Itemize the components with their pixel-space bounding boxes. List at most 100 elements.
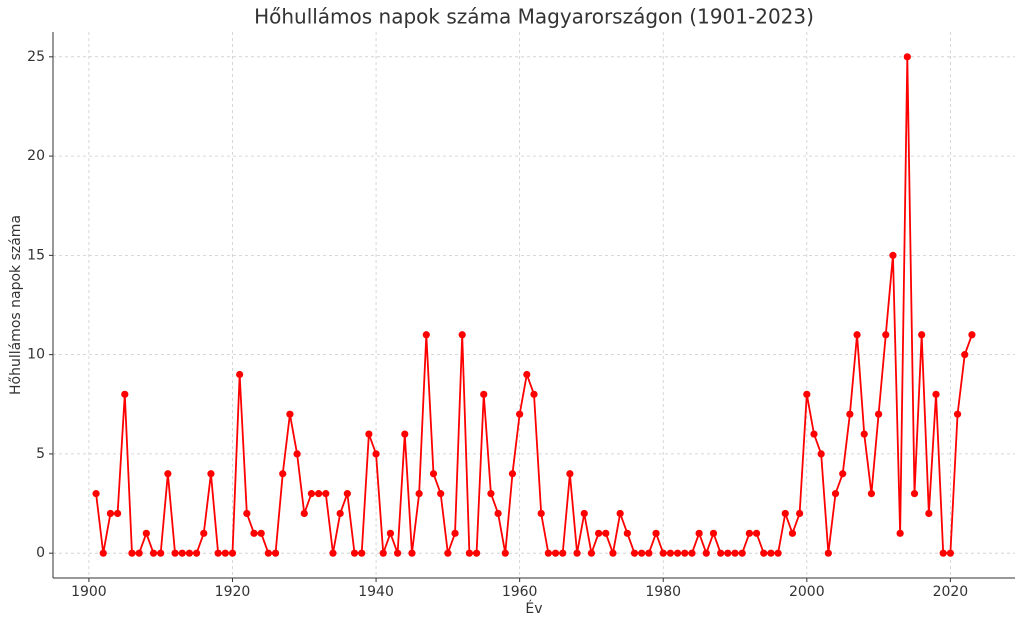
data-point	[271, 549, 280, 557]
data-point	[487, 490, 495, 498]
data-point	[925, 509, 933, 518]
data-point	[92, 490, 100, 498]
data-point	[752, 529, 761, 537]
data-point	[501, 549, 509, 557]
data-point	[393, 549, 402, 557]
data-point	[889, 251, 897, 259]
data-point	[307, 490, 316, 498]
x-tick-label: 1920	[215, 584, 251, 600]
data-point	[458, 331, 466, 339]
data-point	[200, 529, 208, 537]
data-point	[717, 549, 725, 557]
data-point	[516, 410, 524, 418]
data-point	[580, 509, 588, 518]
data-point	[645, 549, 653, 557]
data-point	[551, 549, 560, 557]
x-tick-label: 2000	[789, 584, 825, 600]
data-point	[386, 529, 395, 537]
data-point	[709, 529, 718, 537]
data-point	[257, 529, 265, 537]
series-line	[95, 56, 973, 557]
data-point	[874, 410, 883, 418]
data-point	[846, 410, 854, 418]
x-tick-label: 1900	[71, 584, 107, 600]
data-point	[767, 549, 775, 557]
data-point	[666, 549, 675, 557]
chart-title: Hőhullámos napok száma Magyarországon (1…	[254, 5, 814, 29]
data-point	[142, 529, 150, 537]
data-point	[566, 470, 574, 478]
x-tick-label: 1980	[645, 584, 681, 600]
data-point	[279, 470, 287, 478]
data-point	[774, 549, 782, 557]
data-point	[939, 549, 947, 557]
data-point	[264, 549, 272, 557]
data-point	[523, 370, 531, 379]
data-point	[422, 331, 430, 339]
data-point	[738, 549, 746, 557]
data-point	[932, 390, 940, 398]
data-point	[437, 490, 445, 498]
x-tick-label: 1940	[358, 584, 394, 600]
data-point	[544, 549, 552, 557]
data-point	[616, 509, 624, 518]
data-point	[128, 549, 136, 557]
data-point	[731, 549, 739, 557]
data-point	[336, 509, 344, 518]
data-point	[810, 430, 818, 438]
data-point	[910, 490, 919, 498]
data-point	[236, 370, 244, 379]
data-point	[250, 529, 258, 537]
data-point	[444, 549, 452, 557]
data-point	[401, 430, 409, 438]
data-point	[408, 549, 416, 557]
data-point	[149, 549, 158, 557]
data-point	[760, 549, 768, 557]
data-point	[329, 549, 337, 557]
data-point	[293, 450, 301, 458]
data-point	[595, 529, 603, 537]
data-point	[171, 549, 179, 557]
y-tick-label: 15	[27, 247, 45, 263]
data-point	[853, 331, 861, 339]
data-point	[652, 529, 660, 537]
data-point	[379, 549, 387, 557]
data-point	[860, 430, 868, 438]
data-point	[480, 390, 488, 398]
data-point	[831, 490, 840, 498]
data-point	[961, 351, 969, 359]
data-point	[688, 549, 696, 557]
data-point	[968, 331, 976, 339]
data-point	[178, 549, 186, 557]
data-point	[185, 549, 194, 557]
y-tick-label: 5	[36, 446, 45, 462]
y-tick-label: 10	[27, 347, 45, 363]
data-point	[638, 549, 646, 557]
data-point	[135, 549, 143, 557]
data-point	[221, 549, 229, 557]
data-point	[365, 430, 373, 438]
y-tick-label: 25	[27, 49, 45, 65]
data-point	[559, 549, 567, 557]
data-point	[630, 549, 639, 557]
data-point	[358, 549, 366, 557]
data-point	[465, 549, 473, 557]
data-point	[164, 470, 172, 478]
data-point	[300, 509, 308, 518]
data-point	[415, 490, 423, 498]
data-point	[106, 509, 115, 518]
data-point	[192, 549, 201, 557]
data-point	[207, 470, 215, 478]
data-point	[350, 549, 359, 557]
y-axis-label: Hőhullámos napok száma	[8, 215, 24, 395]
data-point	[824, 549, 832, 557]
data-point	[372, 450, 380, 458]
data-point	[788, 529, 797, 537]
data-point	[839, 470, 847, 478]
data-point	[918, 331, 926, 339]
data-point	[946, 549, 954, 557]
x-tick-label: 2020	[933, 584, 969, 600]
data-point	[695, 529, 703, 537]
data-point	[537, 509, 545, 518]
